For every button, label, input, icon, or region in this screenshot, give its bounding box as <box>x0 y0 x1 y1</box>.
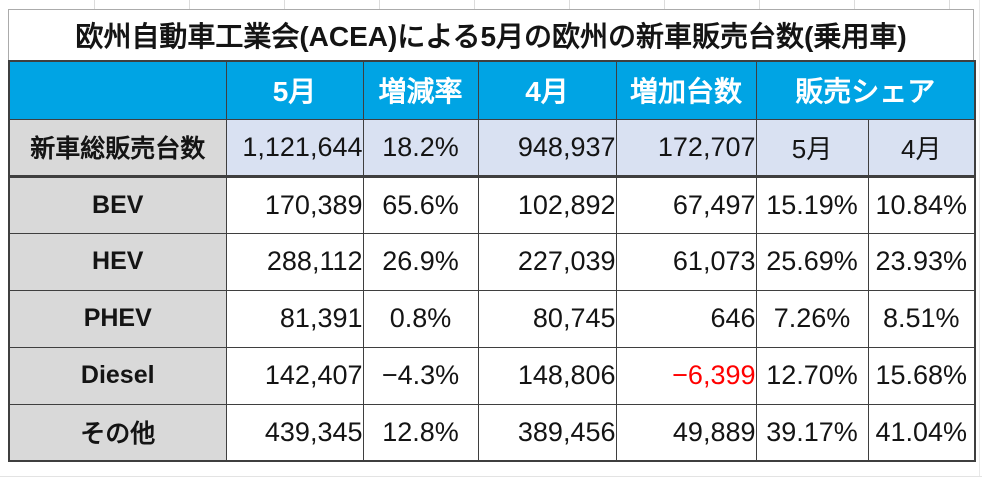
cell-increase-units: 646 <box>615 289 757 348</box>
table-row: Diesel 142,407 −4.3% 148,806 −6,399 12.70% 15.… <box>8 346 976 405</box>
header-sales-share: 販売シェア <box>755 60 976 120</box>
cell-share-may: 12.70% <box>755 346 869 405</box>
sales-table-container: 欧州自動車工業会(ACEA)による5月の欧州の新車販売台数(乗用車) 5月 増減… <box>8 9 977 462</box>
table-row: その他 439,345 12.8% 389,456 49,889 39.17% 41.04% <box>8 403 976 462</box>
header-row: 5月 増減率 4月 増加台数 販売シェア <box>8 60 976 120</box>
cell-share-may: 7.26% <box>755 289 869 348</box>
cell-share-may: 15.19% <box>755 175 869 234</box>
header-april: 4月 <box>477 60 617 120</box>
cell-april-units: 148,806 <box>477 346 617 405</box>
share-subheader-may: 5月 <box>755 118 869 178</box>
row-label: BEV <box>8 175 227 234</box>
cell-change-rate: 26.9% <box>362 232 479 291</box>
cell-share-april: 23.93% <box>867 232 976 291</box>
cell-share-may: 25.69% <box>755 232 869 291</box>
cell-share-april: 10.84% <box>867 175 976 234</box>
row-label: 新車総販売台数 <box>8 118 227 178</box>
share-subheader-april: 4月 <box>867 118 976 178</box>
cell-may-units: 288,112 <box>225 232 364 291</box>
cell-share-april: 41.04% <box>867 403 976 462</box>
table-row: PHEV 81,391 0.8% 80,745 646 7.26% 8.51% <box>8 289 976 348</box>
cell-increase-units: 61,073 <box>615 232 757 291</box>
cell-share-april: 15.68% <box>867 346 976 405</box>
table-title: 欧州自動車工業会(ACEA)による5月の欧州の新車販売台数(乗用車) <box>8 9 974 60</box>
cell-april-units: 389,456 <box>477 403 617 462</box>
header-may: 5月 <box>225 60 364 120</box>
cell-increase-units: 67,497 <box>615 175 757 234</box>
cell-change-rate: 0.8% <box>362 289 479 348</box>
cell-change-rate: 12.8% <box>362 403 479 462</box>
table-row: 新車総販売台数 1,121,644 18.2% 948,937 172,707 5月 4月 <box>8 118 976 178</box>
row-label: PHEV <box>8 289 227 348</box>
cell-share-may: 39.17% <box>755 403 869 462</box>
cell-change-rate: 65.6% <box>362 175 479 234</box>
cell-may-units: 81,391 <box>225 289 364 348</box>
cell-may-units: 170,389 <box>225 175 364 234</box>
sales-table: 5月 増減率 4月 増加台数 販売シェア 新車総販売台数 1,121,644 18.… <box>8 60 977 462</box>
cell-increase-units: 49,889 <box>615 403 757 462</box>
spreadsheet-gridlines-top <box>0 0 982 9</box>
table-row: BEV 170,389 65.6% 102,892 67,497 15.19% 10.84% <box>8 175 976 234</box>
table-row: HEV 288,112 26.9% 227,039 61,073 25.69% 23.93% <box>8 232 976 291</box>
cell-increase-units: 172,707 <box>615 118 757 178</box>
table-body: 新車総販売台数 1,121,644 18.2% 948,937 172,707 5月 4月 B… <box>8 118 976 462</box>
cell-april-units: 80,745 <box>477 289 617 348</box>
cell-share-april: 8.51% <box>867 289 976 348</box>
cell-may-units: 142,407 <box>225 346 364 405</box>
row-label: Diesel <box>8 346 227 405</box>
cell-april-units: 948,937 <box>477 118 617 178</box>
header-change-rate: 増減率 <box>362 60 479 120</box>
header-empty-corner <box>8 60 227 120</box>
row-label: その他 <box>8 403 227 462</box>
cell-change-rate: −4.3% <box>362 346 479 405</box>
cell-april-units: 227,039 <box>477 232 617 291</box>
header-increase: 増加台数 <box>615 60 757 120</box>
cell-may-units: 439,345 <box>225 403 364 462</box>
cell-increase-units: −6,399 <box>615 346 757 405</box>
cell-may-units: 1,121,644 <box>225 118 364 178</box>
cell-change-rate: 18.2% <box>362 118 479 178</box>
spreadsheet-gridline-right <box>979 0 980 477</box>
row-label: HEV <box>8 232 227 291</box>
cell-april-units: 102,892 <box>477 175 617 234</box>
